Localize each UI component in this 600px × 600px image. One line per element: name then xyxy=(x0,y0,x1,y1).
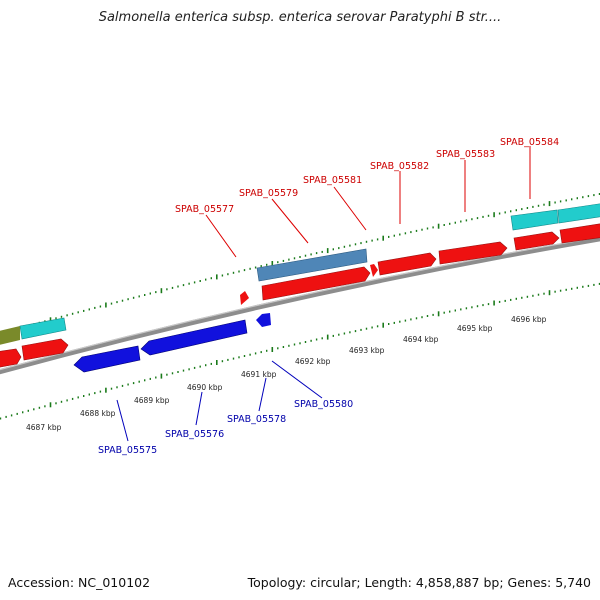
cds-feature[interactable] xyxy=(256,248,368,282)
kbp-label: 4692 kbp xyxy=(295,357,331,366)
gene-label-SPAB_05577[interactable]: SPAB_05577 xyxy=(175,204,234,215)
forward-gene[interactable] xyxy=(438,241,508,265)
forward-gene[interactable] xyxy=(559,223,600,244)
reverse-gene[interactable] xyxy=(256,313,271,327)
reverse-gene-track xyxy=(73,313,271,373)
cds-track xyxy=(0,203,600,346)
gene-label-SPAB_05582[interactable]: SPAB_05582 xyxy=(370,161,429,172)
cds-feature[interactable] xyxy=(0,326,20,346)
cds-feature[interactable] xyxy=(557,203,600,224)
forward-gene[interactable] xyxy=(21,338,69,361)
forward-gene[interactable] xyxy=(240,291,249,305)
kbp-label: 4695 kbp xyxy=(457,324,493,333)
genome-summary-text: Topology: circular; Length: 4,858,887 bp… xyxy=(247,575,591,590)
reverse-gene[interactable] xyxy=(140,319,248,356)
forward-gene-track xyxy=(0,223,600,368)
kbp-label: 4688 kbp xyxy=(80,409,116,418)
kbp-label: 4690 kbp xyxy=(187,383,223,392)
gene-label-SPAB_05576[interactable]: SPAB_05576 xyxy=(165,429,224,440)
map-title: Salmonella enterica subsp. enterica sero… xyxy=(98,10,502,25)
backbone-highlight xyxy=(0,236,600,371)
kbp-label: 4687 kbp xyxy=(26,423,62,432)
forward-gene[interactable] xyxy=(261,266,371,301)
cds-feature[interactable] xyxy=(510,209,559,231)
accession-text: Accession: NC_010102 xyxy=(8,575,151,590)
reverse-gene[interactable] xyxy=(73,345,141,373)
forward-gene[interactable] xyxy=(370,264,378,277)
forward-gene[interactable] xyxy=(377,252,437,276)
label-leader xyxy=(258,377,267,412)
gene-label-SPAB_05579[interactable]: SPAB_05579 xyxy=(239,188,298,199)
gene-label-SPAB_05580[interactable]: SPAB_05580 xyxy=(294,399,353,410)
label-leader xyxy=(116,399,129,442)
label-leader xyxy=(271,360,323,399)
label-leader xyxy=(333,186,367,231)
cds-feature[interactable] xyxy=(19,317,67,340)
label-leader xyxy=(271,198,309,244)
kbp-label: 4691 kbp xyxy=(241,370,277,379)
gene-label-SPAB_05578[interactable]: SPAB_05578 xyxy=(227,414,286,425)
forward-gene[interactable] xyxy=(0,348,22,368)
gene-label-SPAB_05575[interactable]: SPAB_05575 xyxy=(98,445,157,456)
backbone xyxy=(0,236,600,375)
kbp-label: 4696 kbp xyxy=(511,315,547,324)
label-leader xyxy=(205,214,237,258)
gene-label-SPAB_05584[interactable]: SPAB_05584 xyxy=(500,137,559,148)
kbp-label: 4693 kbp xyxy=(349,346,385,355)
forward-labels: SPAB_05577 SPAB_05579 SPAB_05581 SPAB_05… xyxy=(175,137,559,258)
forward-gene[interactable] xyxy=(513,231,560,251)
kbp-label: 4694 kbp xyxy=(403,335,439,344)
kbp-label: 4689 kbp xyxy=(134,396,170,405)
kbp-labels: 4687 kbp 4688 kbp 4689 kbp 4690 kbp 4691… xyxy=(26,315,547,432)
reverse-labels: SPAB_05575 SPAB_05576 SPAB_05578 SPAB_05… xyxy=(98,360,353,456)
gene-label-SPAB_05583[interactable]: SPAB_05583 xyxy=(436,149,495,160)
gene-label-SPAB_05581[interactable]: SPAB_05581 xyxy=(303,175,362,186)
label-leader xyxy=(195,391,203,426)
